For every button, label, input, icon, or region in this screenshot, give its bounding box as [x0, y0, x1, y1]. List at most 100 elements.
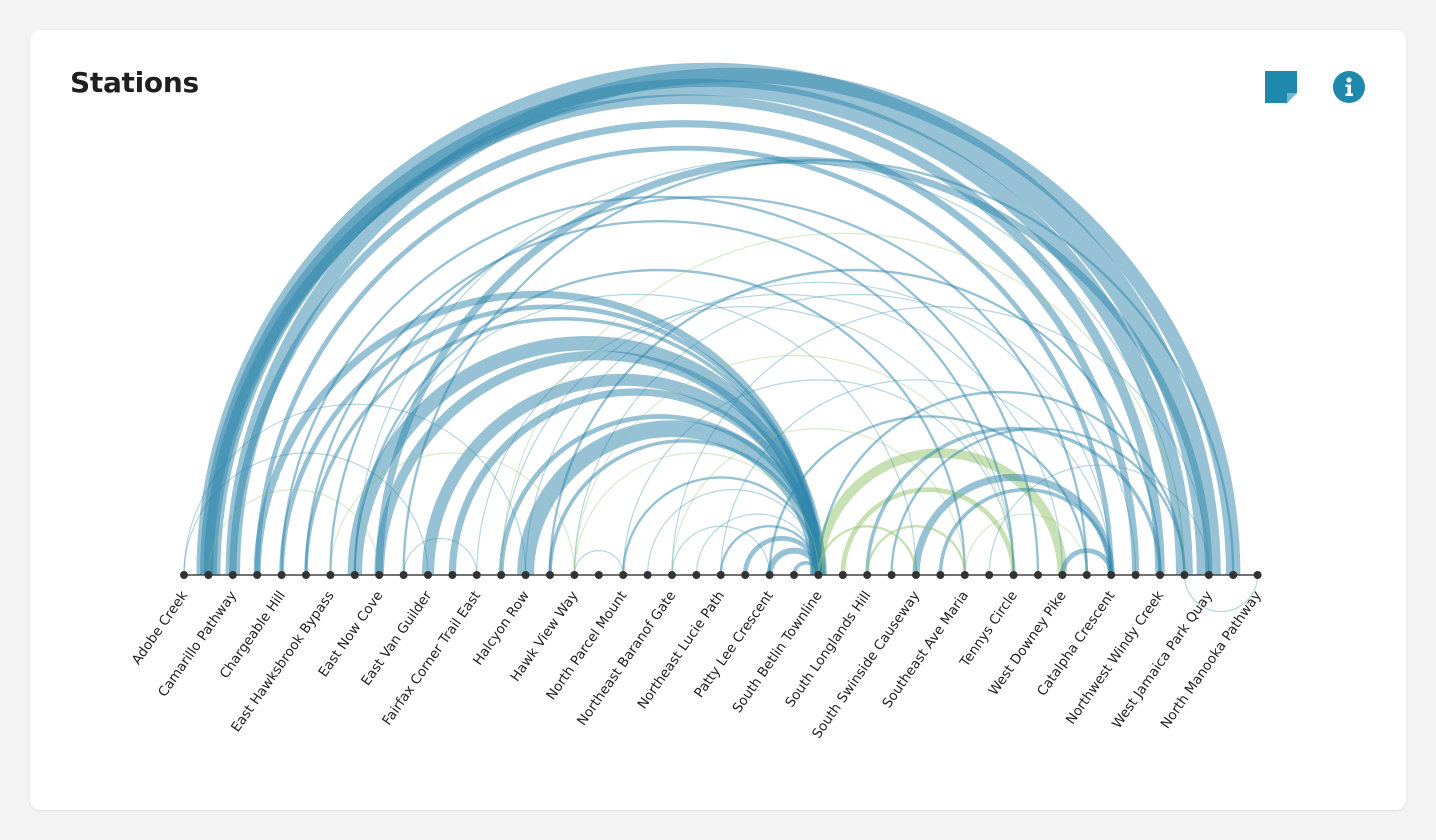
- arc-link: [817, 390, 1186, 576]
- node-point[interactable]: [643, 571, 652, 579]
- arc-link: [964, 513, 1088, 576]
- node-point[interactable]: [765, 571, 774, 579]
- node-point[interactable]: [204, 571, 213, 579]
- arc-links: [183, 62, 1259, 613]
- arc-link: [647, 489, 819, 576]
- node-label: Northeast Lucie Path: [635, 588, 729, 712]
- node-point[interactable]: [912, 571, 920, 579]
- node-point[interactable]: [1204, 571, 1213, 579]
- node-point[interactable]: [570, 571, 579, 579]
- node-point[interactable]: [668, 571, 676, 579]
- arc-link: [573, 293, 1137, 576]
- node-point[interactable]: [936, 571, 945, 579]
- arc-link: [225, 67, 1241, 576]
- arc-link: [865, 426, 1162, 576]
- node-point[interactable]: [399, 571, 408, 579]
- node-point[interactable]: [985, 571, 994, 579]
- node-label: South Longlands Hill: [782, 588, 874, 710]
- info-button[interactable]: [1332, 70, 1366, 104]
- arc-link: [890, 427, 1186, 576]
- node-point[interactable]: [302, 571, 310, 579]
- arc-link: [695, 513, 819, 576]
- node-point[interactable]: [594, 571, 603, 579]
- sticky-note-icon: [1265, 71, 1297, 103]
- node-point[interactable]: [546, 571, 554, 579]
- node-point[interactable]: [1131, 571, 1140, 579]
- node-point[interactable]: [716, 571, 725, 579]
- node-point[interactable]: [1034, 571, 1042, 579]
- arc-link: [622, 379, 1015, 576]
- node-point[interactable]: [692, 571, 701, 579]
- arc-link: [548, 439, 821, 576]
- node-label: South Betlin Townline: [729, 588, 825, 716]
- arc-link: [525, 281, 1112, 576]
- node-point[interactable]: [1082, 571, 1091, 579]
- sticky-note-button[interactable]: [1264, 70, 1298, 104]
- node-point[interactable]: [863, 571, 872, 579]
- arc-link: [229, 120, 1140, 576]
- arc-link: [254, 145, 1114, 576]
- node-label: North Manooka Pathway: [1158, 588, 1265, 732]
- arc-link: [500, 232, 1185, 576]
- arc-link: [329, 452, 575, 576]
- arc-link: [866, 525, 966, 576]
- node-point[interactable]: [1009, 571, 1018, 579]
- node-point[interactable]: [326, 571, 335, 579]
- arc-link: [573, 550, 624, 576]
- node-point[interactable]: [277, 571, 286, 579]
- arc-link: [817, 525, 918, 576]
- arc-link: [354, 159, 1185, 576]
- arc-link: [500, 293, 1063, 576]
- node-point[interactable]: [497, 571, 506, 579]
- node-label: Fairfax Corner Trail East: [379, 588, 484, 728]
- arc-link: [671, 428, 966, 576]
- node-point[interactable]: [814, 571, 823, 579]
- node-point[interactable]: [375, 571, 384, 579]
- node-label: Southeast Ave Maria: [879, 588, 972, 711]
- node-point[interactable]: [960, 571, 969, 579]
- arc-link: [476, 306, 1015, 576]
- arc-link: [671, 525, 771, 576]
- node-point[interactable]: [1253, 571, 1262, 579]
- node-point[interactable]: [1058, 571, 1067, 579]
- arc-link: [304, 220, 1015, 576]
- node-point[interactable]: [228, 571, 237, 579]
- arc-link: [183, 403, 527, 576]
- arc-link: [768, 415, 1088, 576]
- node-point[interactable]: [1229, 571, 1238, 579]
- arc-link: [622, 476, 820, 576]
- arc-link: [374, 350, 824, 576]
- node-point[interactable]: [741, 571, 750, 579]
- stations-card: Stations Adobe Creek Camarillo Pathway Cha…: [30, 30, 1406, 810]
- node-point[interactable]: [887, 571, 896, 579]
- node-label: West Jamaica Park Quay: [1109, 588, 1216, 731]
- node-point[interactable]: [180, 571, 188, 579]
- arc-link: [548, 268, 1162, 576]
- node-point[interactable]: [1180, 571, 1189, 579]
- node-point[interactable]: [1107, 571, 1116, 579]
- node-label: Northeast Baranof Gate: [574, 588, 679, 729]
- arc-link: [354, 293, 917, 576]
- node-point[interactable]: [838, 571, 847, 579]
- arc-link: [720, 379, 1112, 576]
- arc-link: [183, 452, 429, 576]
- arc-link: [203, 94, 1165, 576]
- arc-link: [1183, 574, 1259, 613]
- node-point[interactable]: [472, 571, 481, 579]
- node-point[interactable]: [619, 571, 628, 579]
- arc-link: [671, 306, 1210, 576]
- arc-link: [573, 354, 1015, 576]
- node-point[interactable]: [253, 571, 262, 579]
- node-label: Northwest Windy Creek: [1063, 588, 1167, 728]
- node-point[interactable]: [350, 571, 359, 579]
- node-points: [180, 571, 1262, 579]
- arc-link: [403, 537, 478, 576]
- node-point[interactable]: [1156, 571, 1164, 579]
- node-point[interactable]: [448, 571, 457, 579]
- node-point[interactable]: [790, 571, 798, 579]
- info-icon: [1333, 71, 1365, 103]
- node-point[interactable]: [521, 571, 530, 579]
- node-point[interactable]: [424, 571, 432, 579]
